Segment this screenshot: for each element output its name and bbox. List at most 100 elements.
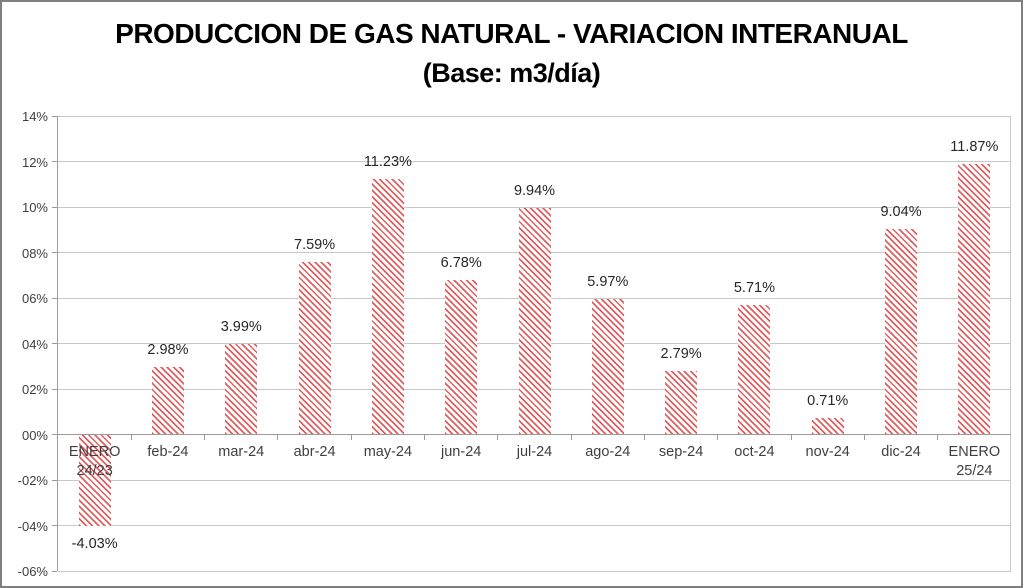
- category-label-line: mar-24: [218, 443, 265, 460]
- category-label-line: ENERO: [68, 443, 121, 460]
- y-axis-label-02%: 02%: [21, 382, 48, 397]
- gridline-14%: [58, 115, 1011, 117]
- gridline-12%: [58, 161, 1011, 162]
- value-label-enero-24-23: -4.03%: [71, 536, 118, 553]
- y-axis-label--06%: -06%: [17, 564, 48, 579]
- y-axis-tick-04%: [52, 343, 57, 344]
- y-axis-line: [57, 116, 58, 571]
- x-axis-tick: [790, 434, 792, 440]
- y-axis-tick--06%: [52, 570, 57, 572]
- category-label-line: sep-24: [658, 443, 704, 460]
- category-label-enero-25-24: ENERO 25/24: [938, 443, 1011, 481]
- category-label-line: ENERO: [948, 443, 1001, 460]
- y-axis-label-00%: 00%: [21, 427, 48, 443]
- y-axis-label-08%: 08%: [21, 245, 48, 261]
- gridline--04%: [58, 525, 1011, 526]
- category-label-line: nov-24: [805, 443, 850, 460]
- bar-mar-24[interactable]: [225, 343, 258, 435]
- y-axis-label-12%: 12%: [21, 154, 48, 170]
- bar-ago-24[interactable]: [591, 298, 624, 435]
- value-label-nov-24: 0.71%: [807, 393, 849, 410]
- bar-feb-24[interactable]: [151, 366, 184, 435]
- y-axis-label-10%: 10%: [21, 200, 48, 215]
- category-label-ago-24: ago-24: [571, 443, 644, 462]
- category-label-nov-24: nov-24: [791, 443, 864, 462]
- category-label-enero-24-23: ENERO 24/23: [58, 443, 131, 481]
- y-axis-label-14%: 14%: [21, 109, 48, 124]
- x-axis-tick: [643, 434, 645, 440]
- gridline--06%: [58, 570, 1011, 572]
- plot-right-border: [1010, 116, 1011, 571]
- x-axis-tick: [717, 434, 719, 440]
- category-label-line: feb-24: [147, 443, 189, 460]
- bar-oct-24[interactable]: [738, 304, 771, 435]
- value-label-jul-24: 9.94%: [513, 183, 556, 200]
- bar-enero-24-23[interactable]: [78, 434, 111, 527]
- chart-subtitle: (Base: m3/día): [422, 58, 601, 88]
- category-label-feb-24: feb-24: [131, 443, 204, 462]
- category-label-line: ago-24: [585, 443, 631, 460]
- x-axis-tick: [497, 434, 499, 440]
- bar-jul-24[interactable]: [518, 208, 551, 435]
- category-label-line: jun-24: [441, 443, 482, 460]
- value-label-sep-24: 2.79%: [660, 346, 702, 363]
- value-label-feb-24: 2.98%: [147, 341, 189, 358]
- x-axis-tick: [424, 434, 426, 440]
- chart-title: PRODUCCION DE GAS NATURAL - VARIACION IN…: [115, 18, 908, 49]
- category-label-line: 25/24: [956, 462, 993, 479]
- value-label-may-24: 11.23%: [363, 154, 412, 171]
- gridline-10%: [58, 206, 1011, 208]
- category-label-line: 24/23: [76, 462, 113, 479]
- y-axis-label-04%: 04%: [21, 336, 48, 352]
- category-label-abr-24: abr-24: [278, 443, 351, 462]
- y-axis-tick-14%: [52, 115, 57, 117]
- value-label-enero-25-24: 11.87%: [950, 139, 999, 156]
- y-axis-tick-06%: [52, 297, 57, 299]
- y-axis-tick--04%: [52, 525, 57, 526]
- y-axis-tick--02%: [52, 479, 57, 481]
- value-label-mar-24: 3.99%: [220, 318, 262, 335]
- bar-sep-24[interactable]: [665, 371, 698, 435]
- y-axis-tick-08%: [52, 252, 57, 253]
- category-label-oct-24: oct-24: [718, 443, 791, 462]
- bar-may-24[interactable]: [371, 179, 404, 435]
- category-label-line: oct-24: [734, 443, 775, 460]
- x-axis-tick: [204, 434, 206, 440]
- value-label-dic-24: 9.04%: [880, 203, 922, 220]
- x-axis-tick: [863, 434, 865, 440]
- x-axis-tick: [277, 434, 279, 440]
- category-label-mar-24: mar-24: [205, 443, 278, 462]
- y-axis-tick-02%: [52, 388, 57, 390]
- value-label-ago-24: 5.97%: [587, 273, 629, 290]
- category-label-jun-24: jun-24: [425, 443, 498, 462]
- bar-nov-24[interactable]: [811, 418, 844, 435]
- bar-enero-25-24[interactable]: [958, 164, 991, 435]
- value-label-oct-24: 5.71%: [733, 279, 775, 296]
- y-axis-tick-12%: [52, 161, 57, 162]
- category-label-dic-24: dic-24: [864, 443, 937, 462]
- x-axis-tick: [130, 434, 132, 440]
- category-label-jul-24: jul-24: [498, 443, 571, 462]
- bar-jun-24[interactable]: [445, 280, 478, 435]
- category-label-line: dic-24: [881, 443, 921, 460]
- x-axis-line: [58, 434, 1011, 435]
- category-label-line: may-24: [363, 443, 413, 460]
- x-axis-tick: [570, 434, 572, 440]
- value-label-abr-24: 7.59%: [294, 236, 336, 253]
- y-axis-label-06%: 06%: [21, 291, 48, 306]
- y-axis-tick-00%: [52, 434, 57, 435]
- category-label-line: jul-24: [516, 443, 553, 460]
- category-label-sep-24: sep-24: [644, 443, 717, 462]
- bar-abr-24[interactable]: [298, 261, 331, 435]
- value-label-jun-24: 6.78%: [440, 255, 482, 272]
- gridline--02%: [58, 479, 1011, 481]
- y-axis-label--04%: -04%: [17, 518, 48, 534]
- category-label-line: abr-24: [293, 443, 336, 460]
- y-axis-label--02%: -02%: [17, 473, 48, 488]
- x-axis-tick: [350, 434, 352, 440]
- bar-dic-24[interactable]: [885, 228, 918, 435]
- x-axis-tick: [937, 434, 939, 440]
- y-axis-tick-10%: [52, 206, 57, 208]
- category-label-may-24: may-24: [351, 443, 424, 462]
